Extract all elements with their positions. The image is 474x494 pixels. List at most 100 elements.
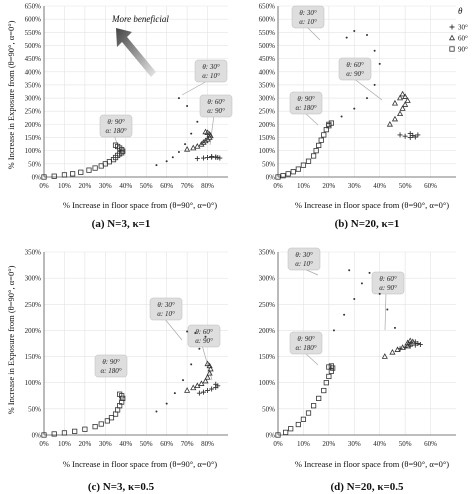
- triangle-marker: [204, 374, 211, 380]
- y-tick-label: 300%: [25, 275, 42, 283]
- callout-theta: θ: 90°: [107, 118, 125, 126]
- callout-alpha: α: 90°: [346, 70, 364, 78]
- square-marker: [82, 426, 88, 432]
- legend-title: θ: [458, 6, 463, 16]
- triangle-marker: [204, 360, 211, 367]
- callout-leader: [163, 317, 183, 341]
- callout-theta: θ: 30°: [299, 9, 317, 17]
- dot-marker: [373, 49, 376, 52]
- plus-marker: [200, 155, 206, 161]
- panel-caption: (b) N=20, κ=1: [335, 218, 400, 230]
- dot-marker: [353, 29, 356, 32]
- x-axis-title: % Increase in floor space from (θ=90°, α…: [63, 459, 217, 469]
- square-marker: [115, 407, 121, 413]
- square-marker: [285, 171, 291, 177]
- x-tick-label: 60%: [424, 182, 437, 190]
- triangle-marker: [198, 380, 205, 386]
- plus-marker: [213, 154, 219, 160]
- triangle-marker: [190, 384, 197, 391]
- y-tick-label: 50%: [28, 405, 41, 413]
- y-tick-label: 350%: [25, 81, 42, 89]
- triangle-marker: [194, 143, 201, 149]
- y-tick-label: 300%: [25, 95, 42, 103]
- y-tick-label: 150%: [25, 353, 42, 361]
- y-tick-label: 450%: [259, 55, 276, 63]
- plus-marker: [415, 341, 421, 346]
- triangle-marker: [184, 145, 191, 152]
- dot-marker: [386, 308, 389, 311]
- x-tick-label: 0%: [273, 440, 283, 448]
- callout-theta: θ: 30°: [157, 301, 175, 309]
- callout-theta: θ: 60°: [195, 328, 213, 336]
- y-tick-label: 400%: [259, 68, 276, 76]
- plus-marker: [205, 388, 211, 394]
- y-tick-label: 350%: [259, 81, 276, 89]
- callout-alpha: α: 180°: [100, 367, 121, 375]
- square-marker: [295, 166, 301, 172]
- y-tick-label: 100%: [259, 147, 276, 155]
- square-marker: [310, 403, 317, 409]
- square-marker: [275, 174, 281, 180]
- y-tick-label: 250%: [259, 301, 276, 309]
- dot-marker: [190, 132, 193, 135]
- square-marker: [321, 387, 327, 394]
- square-marker: [300, 416, 307, 422]
- legend-label: 30°: [458, 24, 468, 32]
- dot-marker: [204, 335, 207, 338]
- dot-marker: [378, 62, 381, 65]
- square-marker: [280, 173, 286, 179]
- square-marker: [78, 169, 84, 175]
- x-tick-label: 60%: [160, 440, 173, 448]
- callout-box: [338, 57, 372, 81]
- dot-marker: [177, 151, 180, 154]
- y-tick-label: 250%: [259, 108, 276, 116]
- x-tick-label: 80%: [201, 440, 214, 448]
- x-tick-label: 20%: [322, 440, 335, 448]
- plus-marker: [417, 342, 423, 348]
- x-tick-label: 70%: [181, 182, 194, 190]
- dot-marker: [171, 156, 174, 159]
- dot-marker: [173, 392, 176, 395]
- y-tick-label: 100%: [259, 379, 276, 387]
- dot-marker: [332, 329, 335, 332]
- callout-box: [291, 5, 325, 29]
- square-marker: [290, 169, 296, 175]
- x-axis-title: % Increase in floor space from (θ=90°, α…: [63, 200, 217, 210]
- triangle-marker: [194, 382, 201, 389]
- dot-marker: [177, 97, 180, 100]
- x-tick-label: 30%: [348, 440, 361, 448]
- triangle-marker: [396, 94, 404, 101]
- callout-box: [371, 271, 405, 295]
- callout-box: [94, 354, 128, 378]
- plus-marker: [213, 381, 219, 387]
- triangle-marker: [386, 120, 393, 127]
- square-marker: [112, 142, 119, 148]
- triangle-marker: [391, 99, 399, 106]
- callout-leader: [209, 114, 215, 146]
- y-tick-label: 0%: [32, 432, 42, 440]
- chart-panel-3: 0% 50% 100% 150% 200% 250% 300% 350% 0% 10% 20% 30%…: [259, 247, 456, 493]
- triangle-marker: [202, 128, 209, 135]
- triangle-marker: [407, 337, 414, 344]
- square-marker: [86, 167, 92, 173]
- plus-marker: [200, 389, 206, 395]
- y-tick-label: 0%: [266, 432, 276, 440]
- callout-theta: θ: 90°: [297, 95, 315, 103]
- dot-marker: [155, 164, 158, 167]
- callout-leader: [181, 79, 210, 96]
- square-marker: [288, 426, 294, 432]
- plus-marker: [410, 132, 416, 138]
- square-marker: [119, 399, 125, 405]
- square-marker: [313, 148, 319, 154]
- x-tick-label: 50%: [140, 440, 153, 448]
- callout-theta: θ: 60°: [346, 61, 364, 69]
- dot-marker: [194, 332, 197, 335]
- y-axis-title: % Increase in Exposure from (θ=90°, α=0°…: [6, 265, 16, 414]
- plus-marker: [194, 156, 200, 162]
- x-tick-label: 0%: [273, 182, 283, 190]
- y-tick-label: 50%: [262, 405, 275, 413]
- x-tick-label: 20%: [78, 440, 91, 448]
- square-marker: [92, 424, 98, 430]
- x-tick-label: 10%: [58, 182, 71, 190]
- x-tick-label: 50%: [140, 182, 153, 190]
